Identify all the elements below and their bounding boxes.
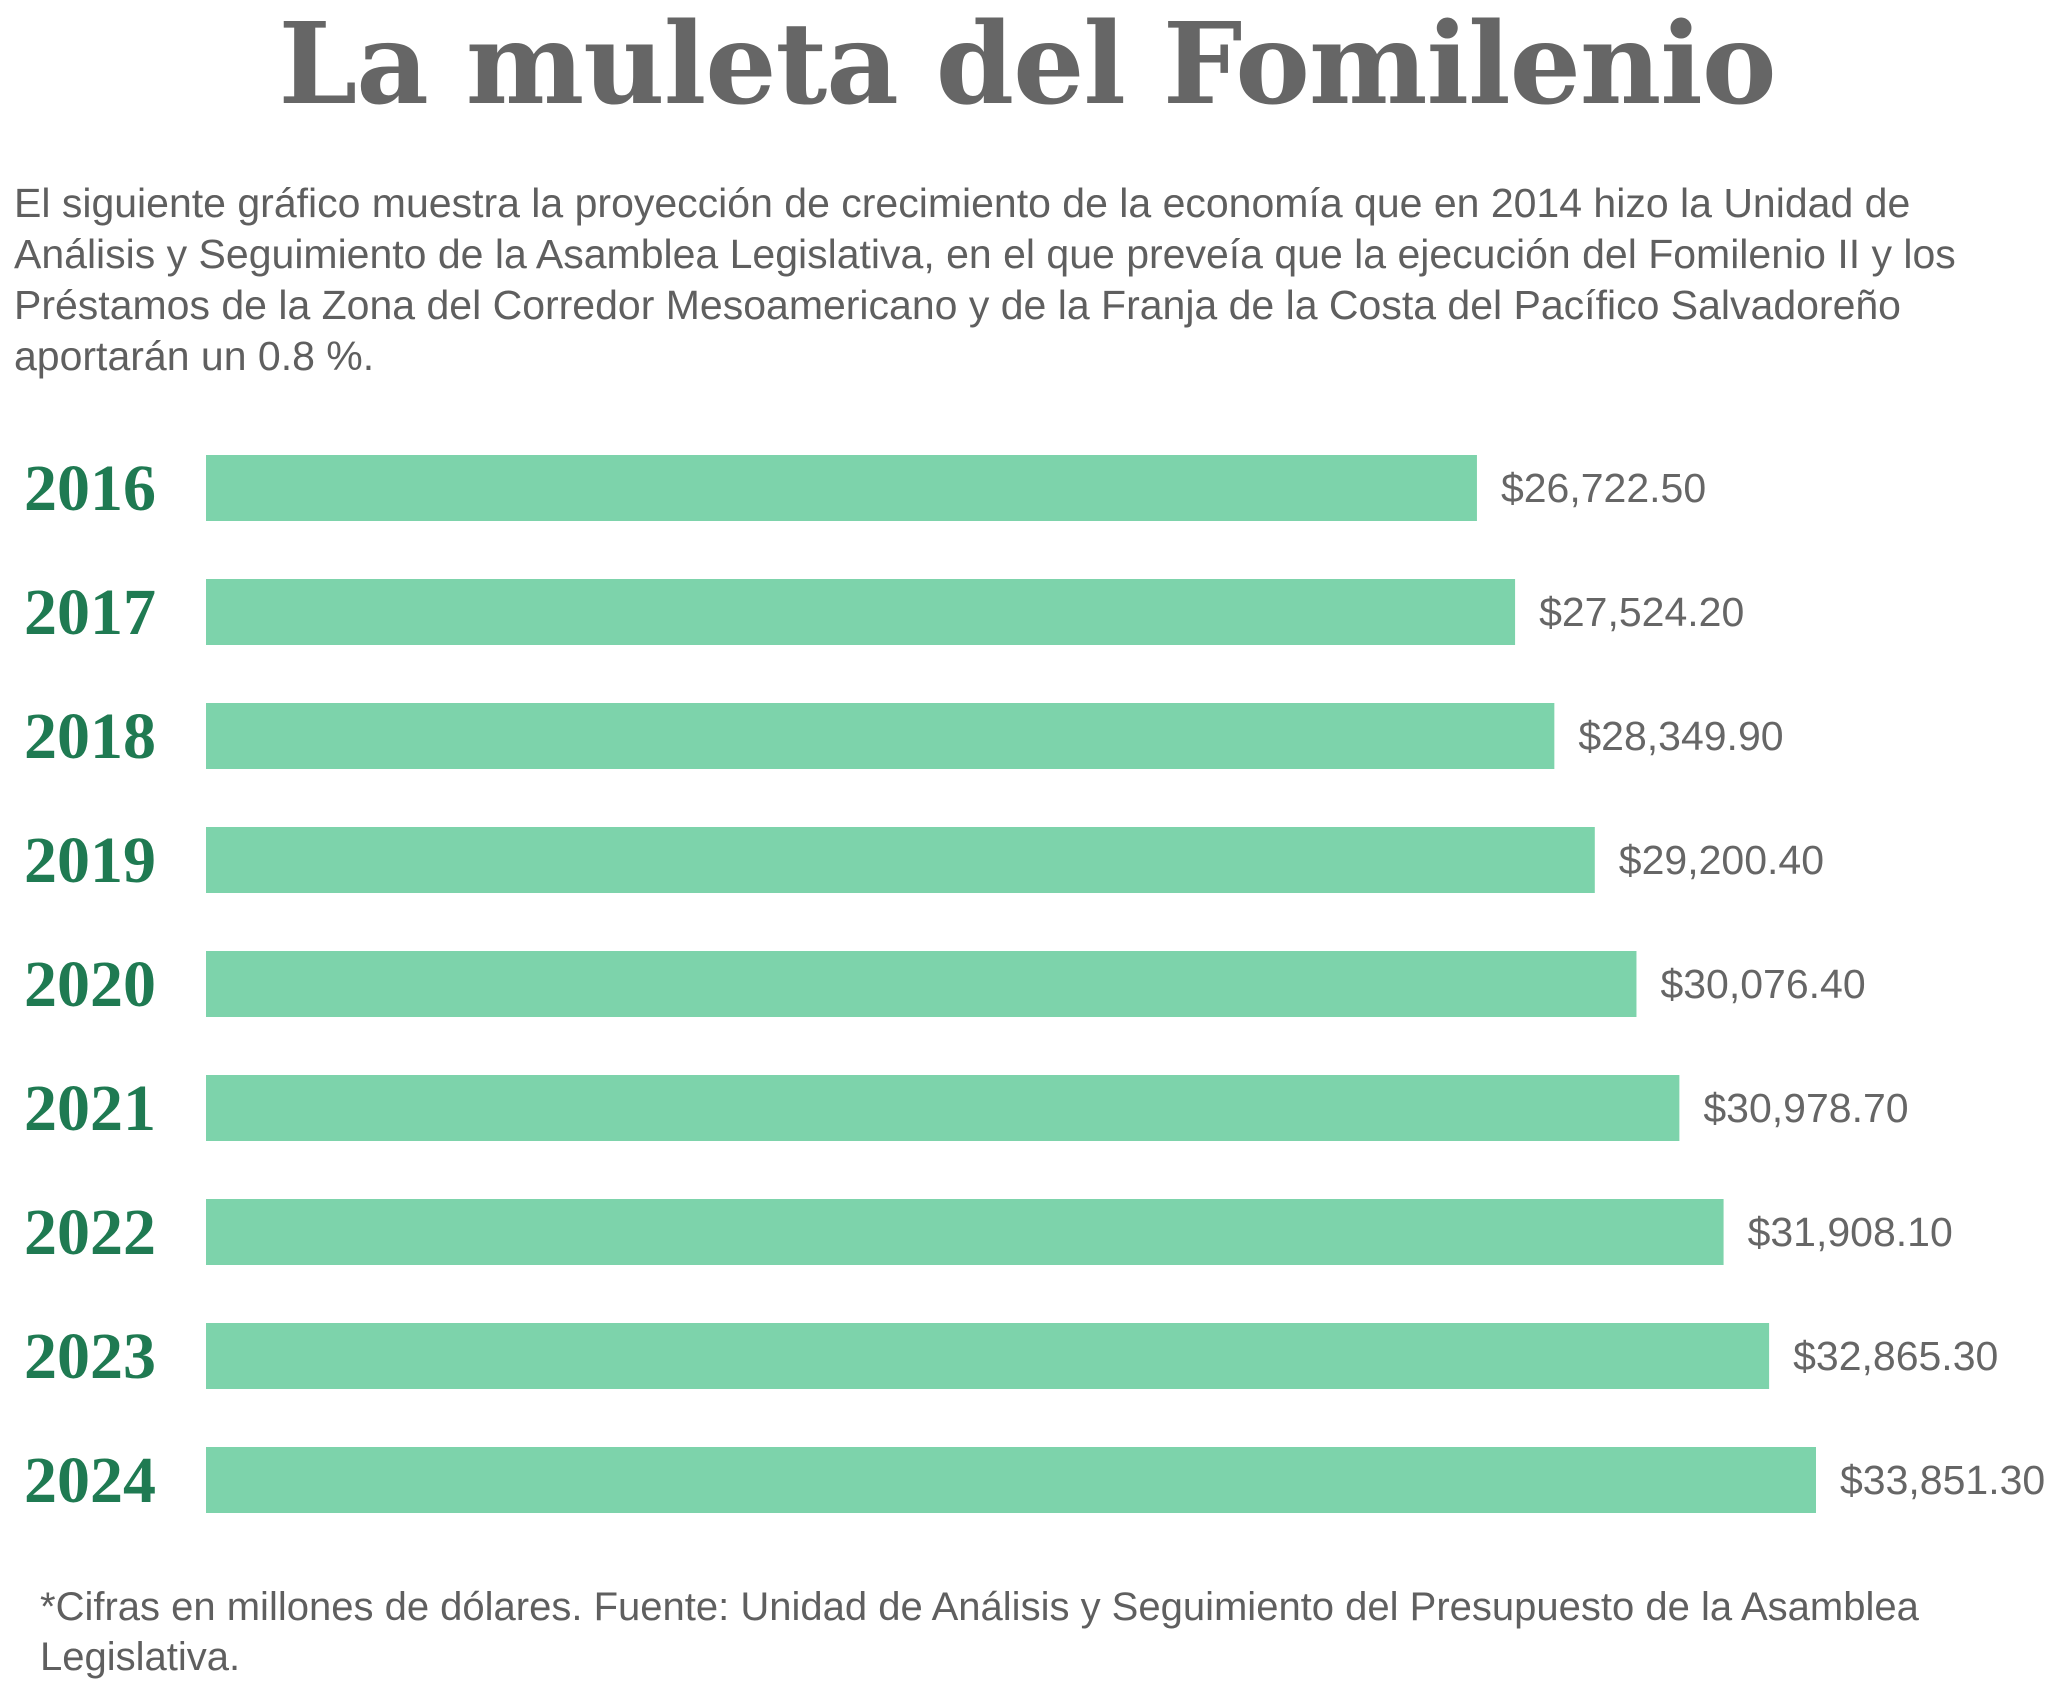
year-label-2018: 2018: [24, 700, 156, 773]
bar-2022: [206, 1199, 1724, 1265]
year-label-2021: 2021: [24, 1072, 156, 1145]
year-label-2017: 2017: [24, 576, 156, 649]
chart-title: La muleta del Fomilenio: [278, 0, 1776, 130]
footnote: *Cifras en millones de dólares. Fuente: …: [40, 1585, 1919, 1679]
bar-chart: 2016 $26,722.50 2017 $27,524.20 2018 $28,349.…: [24, 452, 2045, 1517]
bar-2019: [206, 827, 1595, 893]
year-label-2022: 2022: [24, 1196, 156, 1269]
value-label-2017: $27,524.20: [1539, 589, 1744, 635]
value-label-2016: $26,722.50: [1501, 465, 1706, 511]
bar-2021: [206, 1075, 1680, 1141]
bar-2023: [206, 1323, 1770, 1389]
year-label-2023: 2023: [24, 1320, 156, 1393]
value-label-2019: $29,200.40: [1619, 837, 1824, 883]
chart-subtitle: El siguiente gráfico muestra la proyecci…: [14, 180, 1956, 379]
bar-2018: [206, 703, 1555, 769]
year-label-2019: 2019: [24, 824, 156, 897]
year-label-2024: 2024: [24, 1444, 156, 1517]
value-label-2021: $30,978.70: [1703, 1085, 1908, 1131]
year-label-2020: 2020: [24, 948, 156, 1021]
value-label-2020: $30,076.40: [1660, 961, 1865, 1007]
value-label-2023: $32,865.30: [1793, 1333, 1998, 1379]
value-label-2024: $33,851.30: [1840, 1457, 2045, 1503]
value-label-2022: $31,908.10: [1748, 1209, 1953, 1255]
bar-2016: [206, 455, 1477, 521]
value-label-2018: $28,349.90: [1578, 713, 1783, 759]
year-label-2016: 2016: [24, 452, 156, 525]
bar-2017: [206, 579, 1516, 645]
bar-2024: [206, 1447, 1816, 1513]
bar-2020: [206, 951, 1637, 1017]
